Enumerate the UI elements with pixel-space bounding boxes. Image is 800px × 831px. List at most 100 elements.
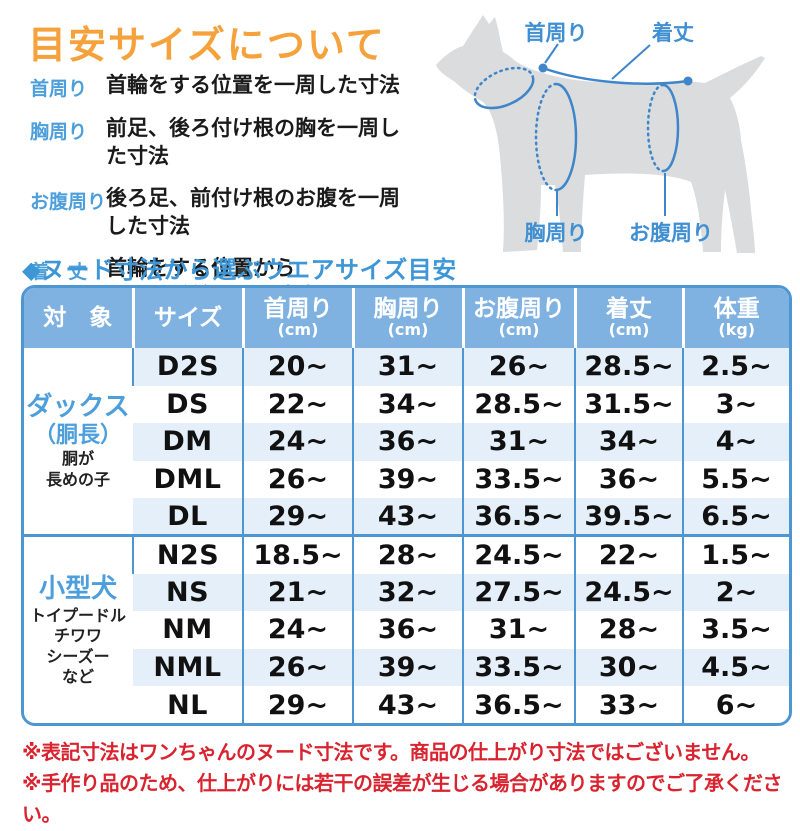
chest-value: 36~ xyxy=(352,611,463,649)
weight-value: 1.5~ xyxy=(682,534,789,574)
definition-term: 着 丈 xyxy=(30,260,88,283)
chest-value: 31~ xyxy=(352,348,463,386)
weight-value: 3~ xyxy=(682,385,789,424)
back-length-label: 着丈 xyxy=(651,21,694,45)
belly-value: 33.5~ xyxy=(462,460,575,499)
belly-value: 27.5~ xyxy=(462,573,575,612)
length-value: 39.5~ xyxy=(574,498,683,536)
weight-value: 4.5~ xyxy=(682,648,789,687)
neck-value: 24~ xyxy=(242,423,353,461)
weight-value: 6~ xyxy=(682,686,789,723)
page-title: 目安サイズについて xyxy=(28,23,386,67)
chest-value: 39~ xyxy=(352,460,463,499)
header-weight: 体重 (kg) xyxy=(681,288,789,348)
group-note: など xyxy=(61,667,94,687)
length-value: 22~ xyxy=(574,534,683,574)
group-name: ダックス xyxy=(26,392,130,423)
definition-desc: 前足、後ろ付け根の胸を一周した寸法 xyxy=(106,116,400,168)
header-length: 着丈 (cm) xyxy=(573,288,683,348)
chest-girth-ellipse xyxy=(534,82,578,192)
weight-value: 2~ xyxy=(682,573,789,612)
size-code: DML xyxy=(133,460,243,499)
belly-value: 36.5~ xyxy=(462,686,575,723)
belly-value: 31~ xyxy=(462,423,575,461)
size-code: DL xyxy=(133,498,243,536)
neck-label-leader xyxy=(544,43,559,64)
table-row: NL 29~ 43~ 36.5~ 33~ 6~ xyxy=(24,686,789,723)
table-row: ダックス （胴長） 胴が 長めの子 D2S 20~ 31~ 26~ 28.5~ … xyxy=(24,348,789,536)
neck-value: 29~ xyxy=(242,498,353,536)
chest-value: 32~ xyxy=(352,573,463,612)
neck-girth-label: 首周り xyxy=(525,21,588,45)
size-code: NS xyxy=(133,573,243,612)
group-note: シーズー xyxy=(46,646,110,666)
chest-girth-label: 胸周り xyxy=(525,221,588,245)
back-length-line xyxy=(542,66,689,85)
size-chart-table: 対 象 サイズ 首周り (cm) 胸周り (cm) お腹周り (cm) 着丈 (cm) … xyxy=(21,285,792,726)
length-value: 30~ xyxy=(574,648,683,687)
header-chest-label: 胸周り xyxy=(373,296,443,323)
group-note: チワワ xyxy=(53,626,102,646)
size-code: DS xyxy=(133,385,243,424)
group-cell-dachshund: ダックス （胴長） 胴が 長めの子 xyxy=(24,348,133,536)
definition-term: 首周り xyxy=(30,78,88,100)
neck-value: 21~ xyxy=(242,573,353,612)
table-row: NML 26~ 39~ 33.5~ 30~ 4.5~ xyxy=(24,648,789,687)
weight-value: 3.5~ xyxy=(682,611,789,649)
chest-value: 39~ xyxy=(352,648,463,687)
table-row: DML 26~ 39~ 33.5~ 36~ 5.5~ xyxy=(24,460,789,499)
header-belly-label: お腹周り xyxy=(473,296,565,323)
neck-value: 26~ xyxy=(242,648,353,687)
belly-value: 26~ xyxy=(462,348,575,386)
header-neck-label: 首周り xyxy=(263,296,333,323)
length-value: 28~ xyxy=(574,611,683,649)
back-length-start-dot xyxy=(538,63,548,73)
chest-value: 34~ xyxy=(352,385,463,424)
weight-value: 4~ xyxy=(682,423,789,461)
footnotes: ※表記寸法はワンちゃんのヌード寸法です。商品の仕上がり寸法ではございません。 ※… xyxy=(22,737,792,831)
chest-value: 36~ xyxy=(352,423,463,461)
belly-value: 24.5~ xyxy=(462,534,575,574)
group-note: 長めの子 xyxy=(45,469,110,489)
dog-measurement-diagram: 首周り 着丈 胸周り お腹周り xyxy=(436,15,765,253)
header-belly: お腹周り (cm) xyxy=(461,288,575,348)
definition-term: お腹周り xyxy=(30,190,107,213)
chest-value: 43~ xyxy=(352,686,463,723)
group-note: 胴が xyxy=(61,449,94,469)
header-target-label: 対 象 xyxy=(43,304,113,331)
group-note: トイプードル xyxy=(29,605,126,625)
neck-value: 20~ xyxy=(242,348,353,386)
definition-row-chest: 胸周り 前足、後ろ付け根の胸を一周した寸法 xyxy=(30,115,420,171)
group-cell-small-dogs: 小型犬 トイプードル チワワ シーズー など xyxy=(24,534,133,723)
chest-value: 43~ xyxy=(352,498,463,536)
header-chest-unit: (cm) xyxy=(387,320,429,340)
definition-desc-line1: 首輪をする位置から xyxy=(106,255,295,280)
size-code: N2S xyxy=(132,534,243,574)
header-target: 対 象 xyxy=(24,288,133,348)
belly-value: 31~ xyxy=(462,611,575,649)
neck-value: 18.5~ xyxy=(242,534,353,574)
table-row: NS 21~ 32~ 27.5~ 24.5~ 2~ xyxy=(24,573,789,612)
header-length-label: 着丈 xyxy=(606,296,652,323)
back-length-end-dot xyxy=(683,76,693,86)
dog-silhouette xyxy=(436,15,765,253)
table-row: NM 24~ 36~ 31~ 28~ 3.5~ xyxy=(24,611,789,649)
weight-value: 5.5~ xyxy=(682,460,789,499)
group-name: 小型犬 xyxy=(38,573,117,604)
length-value: 28.5~ xyxy=(574,348,683,386)
belly-value: 28.5~ xyxy=(462,385,575,424)
neck-value: 24~ xyxy=(242,611,353,649)
header-neck-unit: (cm) xyxy=(277,320,319,340)
size-code: D2S xyxy=(132,348,243,386)
neck-girth-ellipse xyxy=(473,66,535,110)
definition-row-neck: 首周り 首輪をする位置を一周した寸法 xyxy=(30,72,420,101)
header-weight-unit: (kg) xyxy=(718,320,756,340)
chest-value: 28~ xyxy=(352,534,463,574)
belly-value: 33.5~ xyxy=(462,648,575,687)
belly-girth-label: お腹周り xyxy=(629,221,713,245)
neck-value: 22~ xyxy=(242,385,353,424)
length-value: 24.5~ xyxy=(574,573,683,612)
size-code: DM xyxy=(133,423,243,461)
header-neck: 首周り (cm) xyxy=(241,288,353,348)
belly-value: 36.5~ xyxy=(462,498,575,536)
